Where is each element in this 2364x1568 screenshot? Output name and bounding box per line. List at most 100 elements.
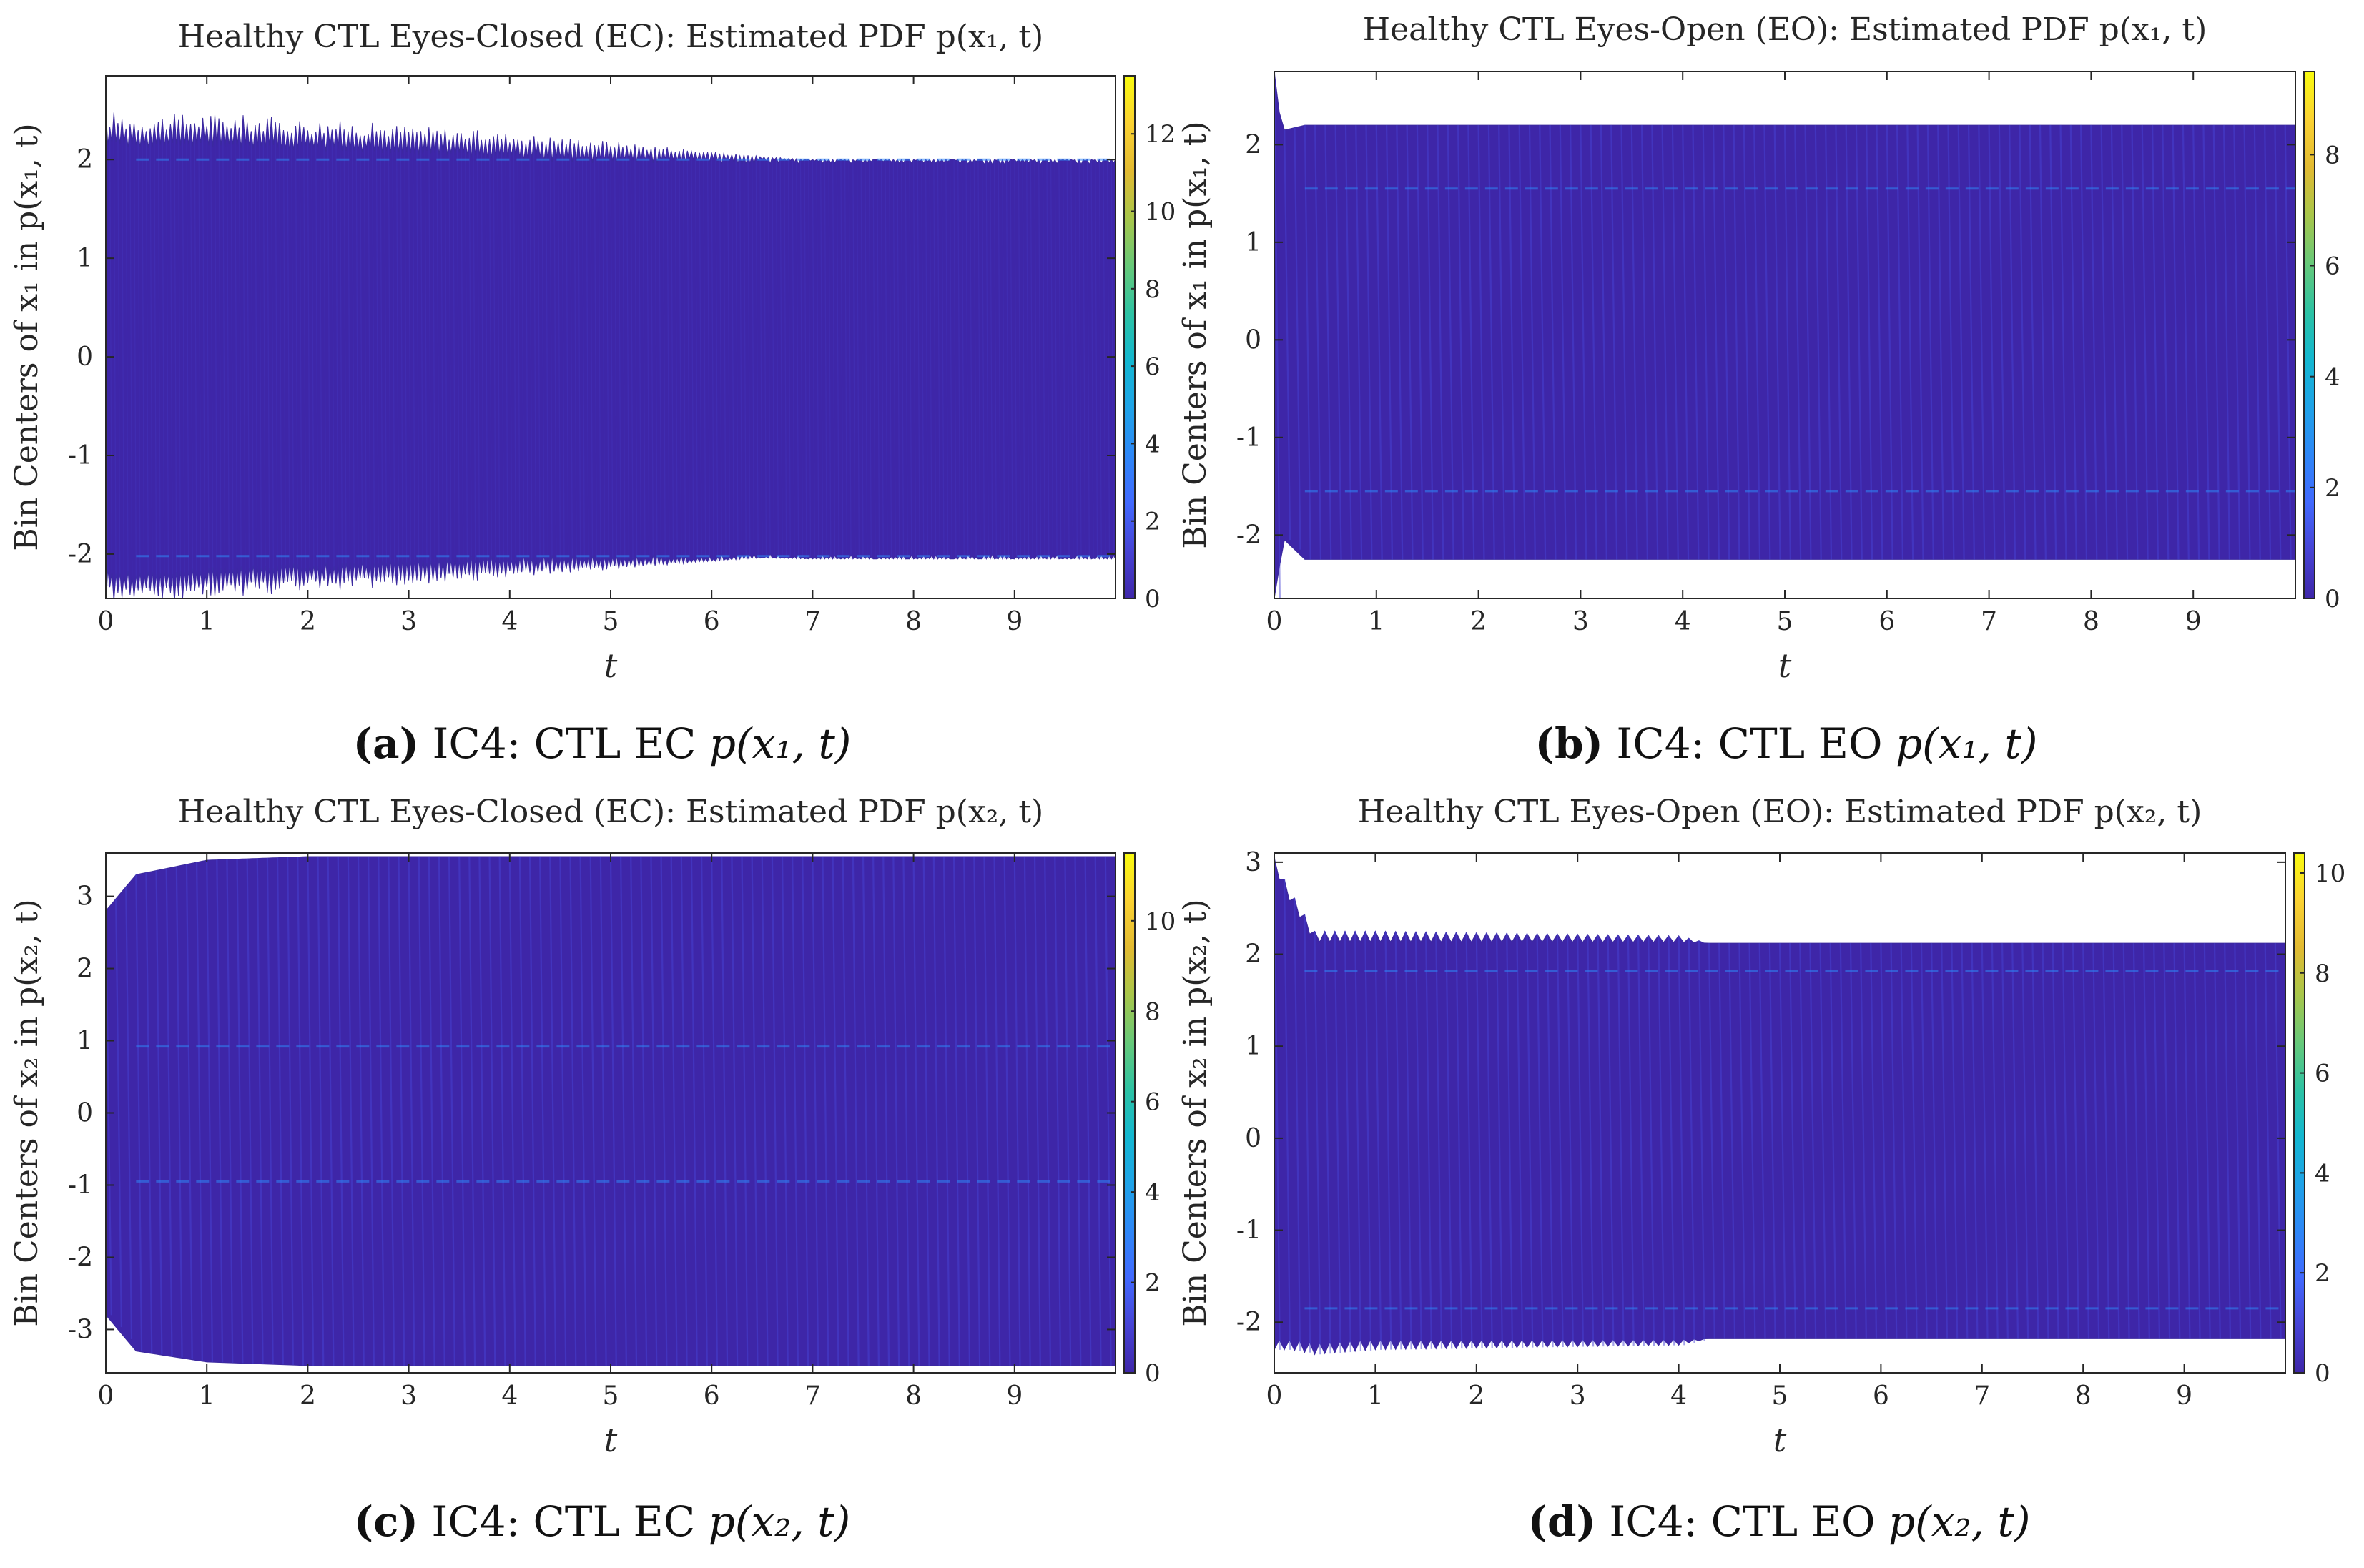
oscillation-streak xyxy=(498,857,506,1366)
oscillation-streak xyxy=(856,159,860,559)
oscillation-streak xyxy=(1467,125,1475,560)
oscillation-streak xyxy=(518,857,526,1366)
y-tick-label: 0 xyxy=(77,342,93,372)
oscillation-streak xyxy=(488,857,496,1366)
oscillation-streak xyxy=(2243,125,2251,560)
oscillation-streak xyxy=(2011,943,2019,1339)
oscillation-streak xyxy=(1050,159,1054,559)
oscillation-streak xyxy=(1978,125,1986,560)
oscillation-streak xyxy=(372,136,375,578)
panel-d: 0 1 2 3 4 5 6 7 8 9 -2 -1 0 1 2 3 t Bin Centers of x₂ in … xyxy=(1177,794,2345,1546)
oscillation-streak xyxy=(865,159,868,559)
oscillation-streak xyxy=(1536,933,1544,1348)
oscillation-streak xyxy=(1640,125,1649,560)
oscillation-streak xyxy=(363,136,367,578)
oscillation-streak xyxy=(880,159,884,559)
oscillation-streak xyxy=(699,153,702,562)
oscillation-streak xyxy=(549,144,553,569)
oscillation-streak xyxy=(1809,943,1817,1339)
oscillation-streak xyxy=(1074,159,1078,559)
oscillation-streak xyxy=(2274,943,2282,1339)
oscillation-streak xyxy=(589,857,597,1366)
colorbar-tick-label: 0 xyxy=(2325,585,2340,613)
oscillation-streak xyxy=(343,135,347,578)
oscillation-streak xyxy=(1014,159,1018,559)
oscillation-streak xyxy=(1671,125,1679,560)
x-tick-label: 9 xyxy=(1006,607,1023,636)
oscillation-streak xyxy=(311,134,315,580)
oscillation-streak xyxy=(2192,125,2200,560)
oscillation-streak xyxy=(761,857,769,1366)
panel-caption: (a) IC4: CTL EC p(x₁, t) xyxy=(353,719,852,768)
oscillation-streak xyxy=(618,148,621,566)
oscillation-streak xyxy=(1406,125,1414,560)
oscillation-streak xyxy=(210,130,214,584)
oscillation-streak xyxy=(398,857,405,1366)
x-tick-label: 3 xyxy=(400,607,417,636)
x-tick-label: 5 xyxy=(603,607,619,636)
oscillation-streak xyxy=(578,146,581,568)
oscillation-streak xyxy=(1981,943,1989,1339)
oscillation-streak xyxy=(932,857,940,1366)
x-tick-label: 2 xyxy=(300,607,316,636)
oscillation-streak xyxy=(961,159,965,559)
oscillation-streak xyxy=(1748,943,1756,1339)
oscillation-streak xyxy=(1794,125,1802,560)
oscillation-streak xyxy=(175,866,183,1358)
panel-caption: (c) IC4: CTL EC p(x₂, t) xyxy=(354,1497,851,1546)
y-axis-label: Bin Centers of x₂ in p(x₂, t) xyxy=(9,899,45,1326)
oscillation-streak xyxy=(1498,125,1506,560)
oscillation-streak xyxy=(327,857,335,1366)
oscillation-streak xyxy=(230,131,234,583)
oscillation-streak xyxy=(1610,125,1618,560)
oscillation-streak xyxy=(781,857,789,1366)
oscillation-streak xyxy=(384,137,388,577)
oscillation-streak xyxy=(993,159,997,559)
oscillation-streak xyxy=(1783,125,1791,560)
oscillation-streak xyxy=(965,159,969,559)
oscillation-streak xyxy=(1876,125,1883,560)
oscillation-streak xyxy=(1712,125,1720,560)
x-tick-label: 7 xyxy=(804,1381,821,1411)
oscillation-streak xyxy=(392,137,395,577)
heatmap-layer xyxy=(1274,857,2285,1356)
oscillation-streak xyxy=(1580,125,1587,560)
oscillation-streak xyxy=(1304,914,1311,1353)
oscillation-streak xyxy=(1926,125,1934,560)
oscillation-streak xyxy=(1095,159,1098,559)
oscillation-streak xyxy=(654,150,658,564)
colorbar-tick-label: 4 xyxy=(1145,1178,1161,1207)
oscillation-streak xyxy=(432,139,435,575)
oscillation-streak xyxy=(218,130,222,583)
oscillation-streak xyxy=(546,144,549,569)
oscillation-streak xyxy=(820,159,824,559)
oscillation-streak xyxy=(378,857,385,1366)
oscillation-streak xyxy=(812,159,815,559)
y-tick-label: -1 xyxy=(1236,423,1261,453)
y-tick-label: 0 xyxy=(77,1099,93,1128)
oscillation-streak xyxy=(2072,943,2079,1339)
oscillation-streak xyxy=(731,857,739,1366)
oscillation-streak xyxy=(2042,943,2049,1339)
oscillation-streak xyxy=(541,144,545,570)
oscillation-streak xyxy=(1010,159,1013,559)
oscillation-streak xyxy=(250,132,254,582)
oscillation-streak xyxy=(166,131,169,587)
oscillation-streak xyxy=(319,134,322,580)
oscillation-streak xyxy=(1839,943,1847,1339)
oscillation-streak xyxy=(741,857,749,1366)
oscillation-streak xyxy=(1804,125,1812,560)
oscillation-streak xyxy=(802,857,809,1366)
oscillation-streak xyxy=(945,159,949,559)
caption-label: (a) xyxy=(353,719,419,768)
oscillation-streak xyxy=(416,138,420,576)
oscillation-streak xyxy=(1870,943,1878,1339)
oscillation-streak xyxy=(1023,857,1031,1366)
x-tick-label: 0 xyxy=(98,1381,114,1411)
oscillation-streak xyxy=(1845,125,1853,560)
oscillation-streak xyxy=(862,857,870,1366)
oscillation-streak xyxy=(444,139,448,574)
x-tick-label: 5 xyxy=(1777,607,1793,636)
oscillation-streak xyxy=(799,159,803,559)
oscillation-streak xyxy=(477,141,481,573)
